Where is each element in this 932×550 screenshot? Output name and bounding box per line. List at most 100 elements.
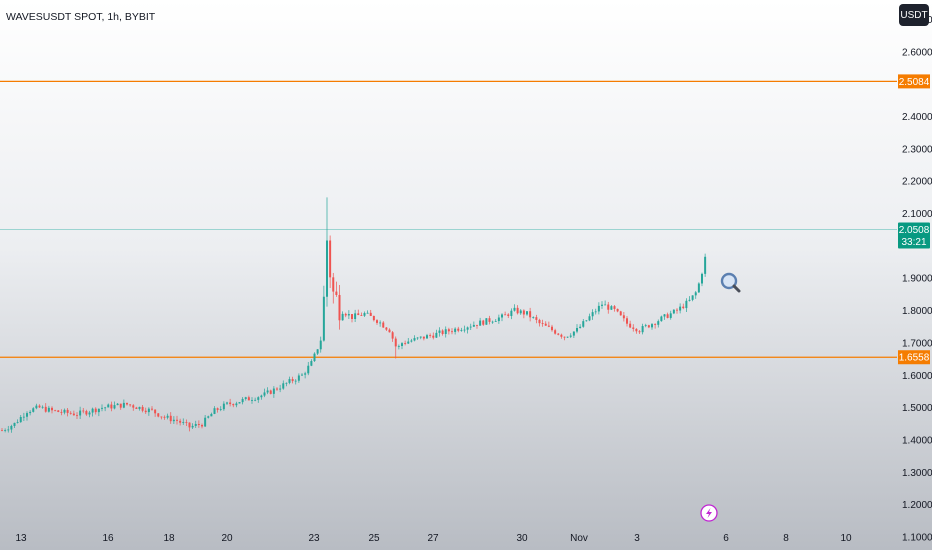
x-tick-label: 27 [427, 533, 439, 544]
candle-body [135, 407, 138, 409]
x-tick-label: 13 [15, 533, 27, 544]
candle-body [601, 304, 603, 306]
chart-events[interactable] [700, 504, 718, 522]
candle-body [204, 417, 207, 427]
currency-button[interactable]: USDT [899, 4, 929, 26]
candle-body [263, 392, 266, 396]
candle-body [460, 329, 463, 331]
candle-body [491, 321, 494, 323]
candle-body [685, 300, 688, 309]
candle-body [79, 410, 82, 416]
x-tick-label: 16 [102, 533, 114, 544]
price-level-tag-label: 2.5084 [899, 77, 930, 88]
candle-body [144, 410, 147, 413]
candle-body [494, 321, 497, 322]
candle-body [247, 397, 250, 401]
candle-body [663, 314, 666, 317]
y-tick-label: 1.1000 [902, 533, 932, 544]
candle-body [629, 323, 632, 328]
candle-body [666, 314, 669, 318]
candle-body [585, 320, 588, 322]
candle-body [485, 318, 488, 325]
candle-body [676, 309, 678, 311]
candle-body [426, 335, 428, 339]
candle-body [107, 404, 110, 408]
candle-body [363, 313, 366, 316]
candle-body [344, 313, 347, 316]
candle-body [297, 375, 300, 381]
candle-body [526, 311, 528, 315]
candle-body [597, 305, 600, 312]
candle-body [163, 416, 166, 418]
lightning-icon[interactable] [700, 504, 718, 522]
candle-body [172, 419, 175, 422]
candle-body [688, 299, 691, 301]
candle-body [472, 324, 475, 327]
candle-body [591, 312, 594, 317]
candle-body [301, 374, 303, 376]
candle-body [116, 403, 119, 406]
candle-body [47, 407, 50, 412]
candle-body [132, 405, 135, 408]
candle-body [519, 310, 522, 314]
candle-body [441, 330, 444, 335]
candle-body [569, 335, 572, 337]
candle-body [532, 317, 535, 318]
candle-body [632, 327, 635, 329]
candle-body [369, 312, 372, 317]
candle-body [413, 338, 416, 341]
candle-body [604, 304, 607, 306]
candle-body [391, 332, 394, 339]
candle-body [44, 406, 47, 412]
candle-body [266, 390, 269, 393]
candle-body [529, 311, 532, 318]
candle-body [382, 322, 385, 328]
candle-body [282, 383, 285, 389]
y-tick-label: 1.3000 [902, 468, 932, 479]
candle-body [16, 422, 19, 423]
candle-body [594, 311, 597, 313]
y-tick-label: 2.2000 [902, 177, 932, 188]
candle-body [576, 328, 578, 332]
candle-body [35, 405, 38, 409]
candle-body [316, 349, 319, 354]
candle-body [641, 326, 644, 333]
candle-body [179, 420, 182, 423]
candle-body [119, 403, 122, 408]
x-tick-label: 6 [723, 533, 729, 544]
candle-body [466, 327, 469, 330]
candle-body [63, 409, 66, 413]
candle-body [4, 430, 7, 431]
candle-body [451, 331, 453, 333]
x-tick-label: 30 [516, 533, 528, 544]
y-tick-label: 2.3000 [902, 144, 932, 155]
candle-body [57, 410, 60, 412]
candle-body [616, 308, 619, 312]
candle-body [376, 320, 378, 323]
candle-body [7, 429, 10, 431]
candle-body [66, 409, 69, 413]
candle-body [538, 319, 541, 324]
candle-body [85, 411, 88, 415]
horizontal-price-levels[interactable] [0, 80, 897, 358]
candle-body [544, 323, 547, 326]
candle-body [94, 408, 97, 413]
candle-body [422, 336, 425, 339]
candle-body [238, 402, 241, 404]
candle-body [435, 332, 438, 338]
candlestick-series [1, 197, 707, 433]
candle-body [226, 402, 228, 404]
zoom-magnifier-icon[interactable] [720, 272, 741, 293]
candle-body [166, 415, 169, 418]
candle-body [113, 405, 116, 409]
candle-body [682, 306, 685, 309]
candle-body [210, 413, 213, 417]
candle-body [182, 422, 185, 423]
candle-body [547, 325, 550, 327]
candle-body [294, 380, 297, 382]
candle-body [251, 400, 253, 401]
candle-body [407, 341, 410, 344]
y-axis-tick-labels: 2.70002.60002.40002.30002.20002.10001.90… [902, 15, 932, 544]
